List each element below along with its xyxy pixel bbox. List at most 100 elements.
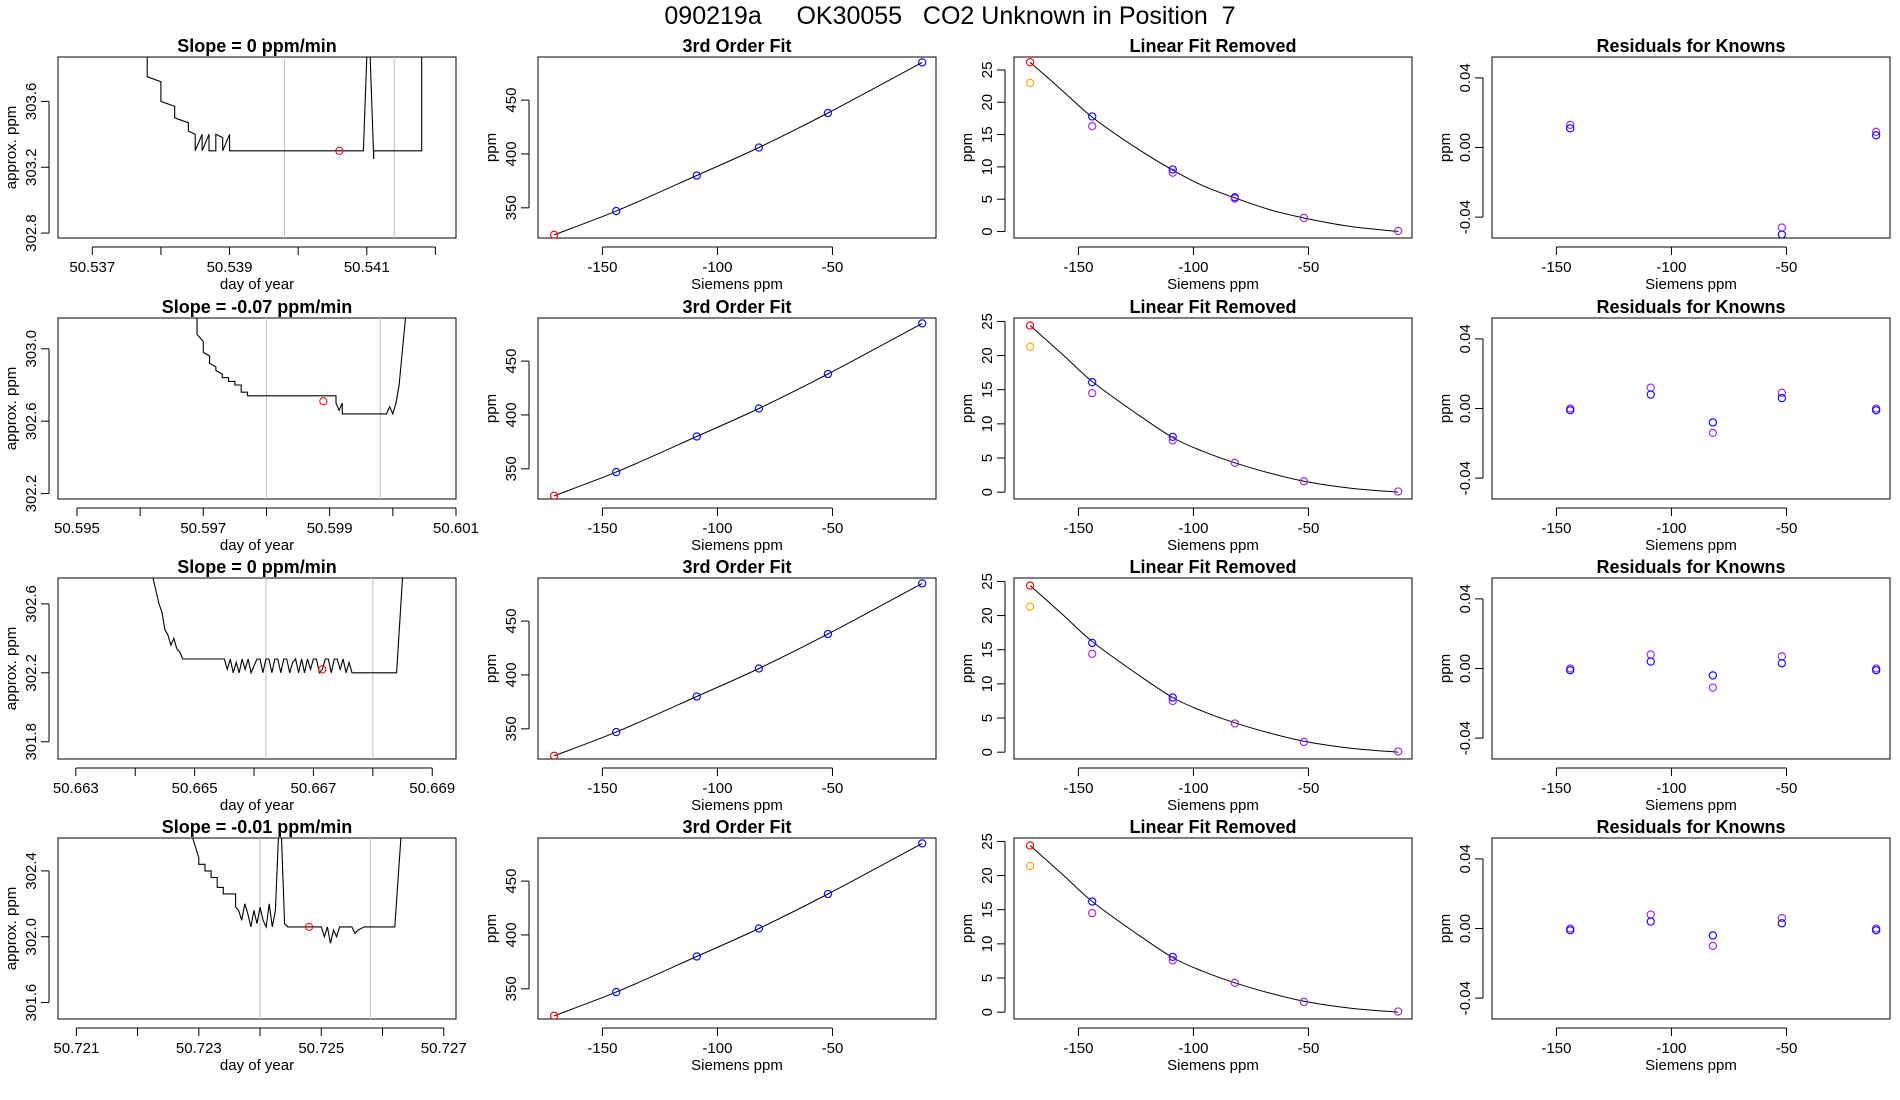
data-point: [612, 987, 621, 997]
y-axis-label: ppm: [1437, 914, 1454, 943]
plot-area: [1025, 321, 1403, 496]
panel-2-1: 3rd Order Fit -150 -100 -50 Siemens ppm 350 40…: [483, 557, 937, 814]
data-point: [1025, 321, 1035, 330]
x-tick-label: 50.723: [176, 1040, 222, 1057]
data-point: [549, 751, 559, 759]
x-tick-label: -50: [822, 1040, 844, 1057]
y-tick-label: 0.00: [1457, 914, 1474, 943]
data-point: [549, 230, 559, 238]
y-tick-label: 303.2: [23, 148, 40, 186]
plot-area: [1566, 910, 1881, 951]
x-tick-label: 50.537: [69, 259, 115, 276]
y-axis-label: ppm: [483, 133, 500, 162]
y-tick-label: 20: [979, 607, 996, 624]
y-axis-label: approx. ppm: [3, 106, 20, 189]
data-point: [1168, 165, 1177, 174]
panel-title: 3rd Order Fit: [682, 817, 791, 837]
plot-frame: [57, 56, 457, 239]
x-tick-label: 50.597: [180, 520, 226, 537]
x-tick-label: -150: [1063, 1040, 1093, 1057]
x-axis-label: Siemens ppm: [1645, 276, 1737, 293]
panel-3-1: 3rd Order Fit -150 -100 -50 Siemens ppm 350 40…: [483, 817, 937, 1074]
y-tick-label: 301.8: [23, 723, 40, 761]
x-tick-label: -50: [1298, 520, 1320, 537]
plot-area: [1025, 841, 1403, 1016]
y-tick-label: 303.0: [23, 330, 40, 368]
data-point: [1566, 120, 1575, 130]
data-point: [1168, 168, 1177, 177]
fit-curve-line: [1029, 61, 1399, 232]
data-point: [1872, 926, 1881, 935]
x-tick-label: 50.721: [53, 1040, 99, 1057]
x-tick-label: -50: [1298, 259, 1320, 276]
panel-3-0: Slope = -0.01 ppm/min 50.721 50.723 50.725 5…: [3, 817, 467, 1074]
x-tick-label: 50.665: [172, 780, 218, 797]
x-axis-label: Siemens ppm: [691, 1057, 783, 1074]
plot-area: [152, 578, 404, 759]
data-point: [754, 404, 764, 413]
data-point: [1872, 131, 1881, 140]
panel-3-2: Linear Fit Removed -150 -100 -50 Siemens ppm…: [959, 817, 1413, 1074]
plot-frame: [1013, 837, 1413, 1020]
data-point: [1646, 390, 1655, 399]
data-point: [1299, 997, 1309, 1007]
y-tick-label: 400: [503, 141, 520, 166]
data-point: [1025, 581, 1035, 590]
fit-curve-line: [1029, 325, 1399, 493]
data-point: [1168, 952, 1177, 961]
mean-point-marker: [304, 922, 314, 931]
data-point: [1230, 458, 1240, 467]
data-point: [1777, 230, 1787, 238]
x-axis-label: Siemens ppm: [1167, 797, 1259, 814]
plot-area: [192, 838, 402, 1019]
x-tick-label: -100: [1178, 520, 1208, 537]
data-point: [549, 491, 559, 499]
data-point: [1777, 393, 1787, 403]
data-point: [1025, 78, 1035, 88]
x-axis-label: Siemens ppm: [691, 797, 783, 814]
y-tick-label: 15: [979, 126, 996, 143]
plot-frame: [1491, 577, 1891, 760]
y-tick-label: 25: [979, 573, 996, 590]
plot-frame: [57, 837, 457, 1020]
y-axis-label: ppm: [483, 394, 500, 423]
plot-area: [1025, 581, 1403, 756]
x-tick-label: -100: [1656, 1040, 1686, 1057]
data-point: [1168, 696, 1177, 706]
y-axis-label: ppm: [483, 654, 500, 683]
plot-area: [196, 318, 407, 499]
data-point: [1168, 693, 1177, 702]
data-point: [1394, 747, 1403, 756]
y-tick-label: 10: [979, 159, 996, 176]
y-axis-label: ppm: [959, 394, 976, 423]
data-point: [1777, 388, 1787, 397]
panel-title: Linear Fit Removed: [1129, 817, 1296, 837]
x-axis-label: day of year: [220, 797, 294, 814]
data-point: [1646, 383, 1655, 392]
data-point: [612, 727, 621, 737]
data-point: [1708, 428, 1718, 438]
data-point: [692, 952, 701, 961]
plot-frame: [1013, 317, 1413, 500]
fit-curve-line: [553, 322, 923, 497]
x-tick-label: -50: [822, 259, 844, 276]
x-axis-label: Siemens ppm: [691, 276, 783, 293]
panel-title: Slope = 0 ppm/min: [177, 557, 337, 577]
x-tick-label: 50.725: [298, 1040, 344, 1057]
x-tick-label: -150: [587, 520, 617, 537]
data-point: [1168, 956, 1177, 965]
y-tick-label: -0.04: [1457, 721, 1474, 755]
ppm-trace-line: [192, 838, 402, 944]
x-tick-label: -100: [1178, 1040, 1208, 1057]
data-point: [1088, 908, 1097, 918]
data-point: [754, 143, 764, 152]
y-tick-label: 0.04: [1457, 844, 1474, 873]
data-point: [1566, 926, 1575, 935]
y-tick-label: 0.00: [1457, 133, 1474, 162]
plot-area: [1566, 120, 1881, 238]
y-axis-label: ppm: [483, 914, 500, 943]
y-tick-label: -0.04: [1457, 200, 1474, 234]
data-point: [612, 467, 621, 477]
y-tick-label: 0.00: [1457, 394, 1474, 423]
data-point: [1299, 737, 1309, 747]
